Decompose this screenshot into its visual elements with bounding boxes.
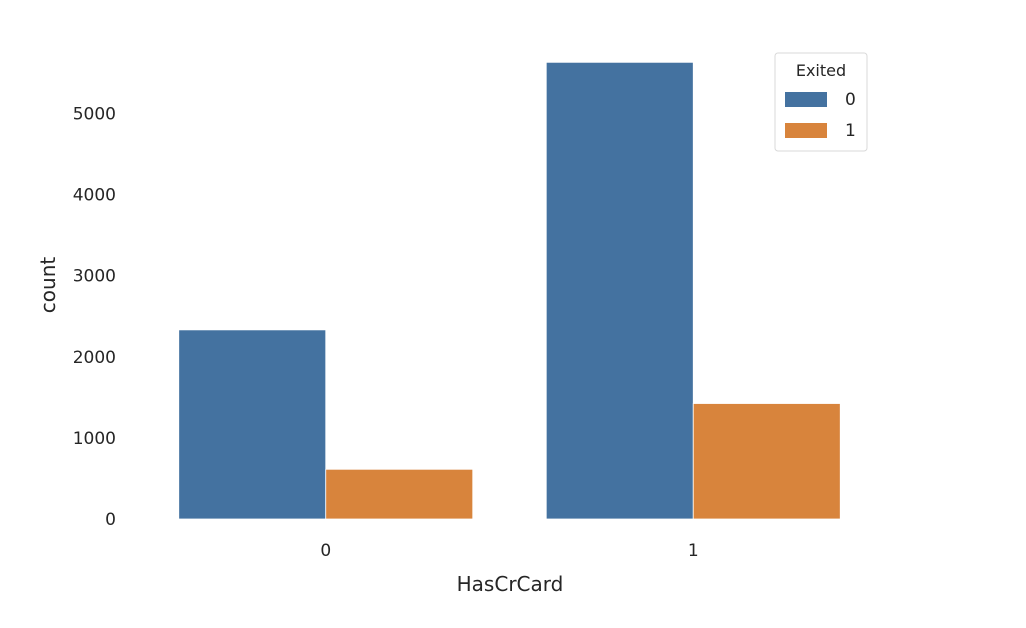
bar-hascrcard-1-exited-0 [545, 61, 694, 520]
y-axis-ticks: 0 1000 2000 3000 4000 5000 [73, 105, 116, 531]
legend-title: Exited [796, 61, 846, 80]
y-tick-label: 1000 [73, 429, 116, 449]
y-tick-label: 4000 [73, 186, 116, 206]
legend-label-exited-1: 1 [845, 121, 856, 141]
x-tick-label: 1 [688, 541, 699, 561]
y-tick-label: 2000 [73, 348, 116, 368]
y-tick-label: 3000 [73, 267, 116, 287]
legend-entries: 01 [785, 90, 856, 141]
bar-hascrcard-0-exited-1 [325, 468, 474, 520]
x-tick-label: 0 [320, 541, 331, 561]
bar-hascrcard-0-exited-0 [178, 329, 327, 520]
bar-hascrcard-1-exited-1 [692, 403, 841, 520]
x-axis-label: HasCrCard [457, 572, 564, 596]
y-axis-label: count [36, 257, 60, 314]
legend-label-exited-0: 0 [845, 90, 856, 110]
legend: Exited 01 [774, 52, 868, 152]
y-tick-label: 0 [105, 510, 116, 530]
legend-swatch-exited-0 [785, 92, 827, 107]
legend-swatch-exited-1 [785, 123, 827, 138]
y-tick-label: 5000 [73, 105, 116, 125]
bars-group [178, 61, 841, 520]
